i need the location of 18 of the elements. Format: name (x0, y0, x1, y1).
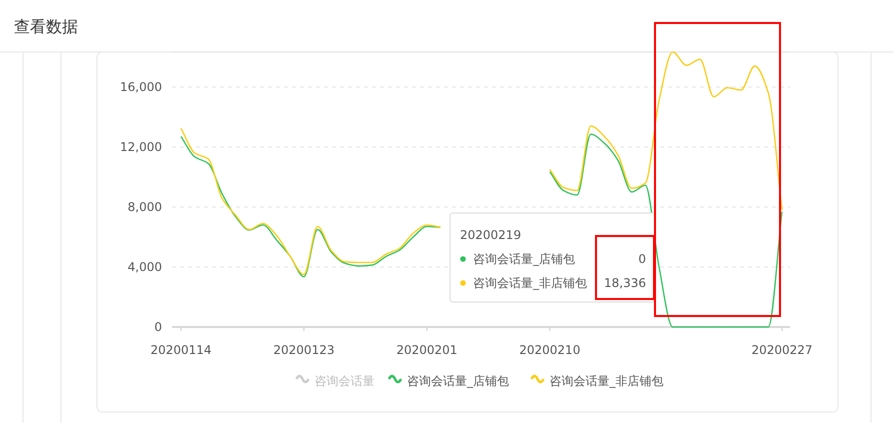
y-tick-label: 4,000 (128, 260, 162, 274)
x-tick-label: 20200201 (396, 343, 458, 357)
legend-label: 咨询会话量 (314, 374, 374, 388)
y-tick-label: 12,000 (120, 140, 162, 154)
x-tick-label: 20200114 (150, 343, 212, 357)
chart-title: 查看数据 (14, 17, 78, 36)
annotation: 咨询会话量_店铺包 (473, 252, 575, 266)
x-tick-label: 20200123 (273, 343, 334, 357)
annotation: 20200219 (460, 228, 522, 242)
annotation: 0 (638, 252, 646, 266)
y-tick-label: 8,000 (128, 200, 162, 214)
x-tick-label: 20200210 (519, 343, 580, 357)
annotation: 18,336 (604, 276, 646, 290)
y-tick-label: 0 (154, 320, 162, 334)
x-tick-label: 20200227 (751, 343, 813, 357)
annotation: 咨询会话量_非店铺包 (473, 276, 587, 290)
y-tick-label: 16,000 (120, 80, 162, 94)
legend-label: 咨询会话量_店铺包 (407, 374, 509, 388)
